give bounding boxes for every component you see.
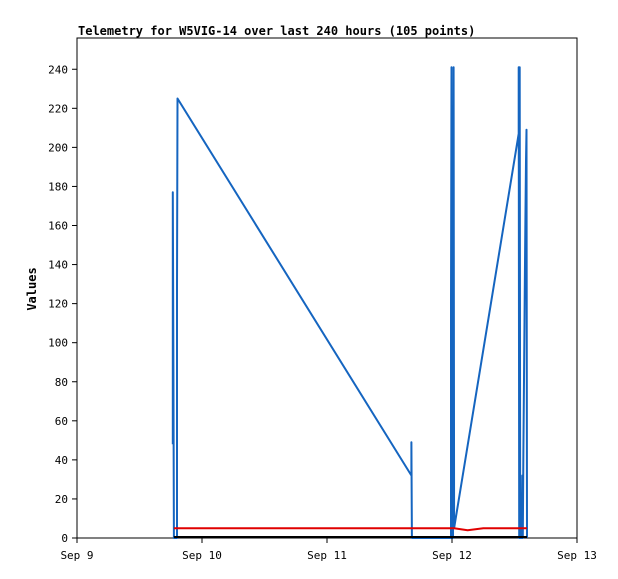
y-tick-label: 180 <box>48 180 68 193</box>
y-tick-label: 100 <box>48 337 68 350</box>
plot-frame <box>76 37 578 539</box>
y-tick-label: 20 <box>55 493 68 506</box>
x-tick-label: Sep 12 <box>432 549 472 562</box>
series-line-1 <box>171 66 528 539</box>
y-tick-label: 40 <box>55 454 68 467</box>
series-line-2 <box>173 527 527 532</box>
y-tick-label: 120 <box>48 298 68 311</box>
plot-area <box>76 37 578 539</box>
y-tick-label: 220 <box>48 102 68 115</box>
y-tick-label: 240 <box>48 63 68 76</box>
y-tick-label: 0 <box>61 532 68 545</box>
y-axis-label: Values <box>25 267 39 310</box>
x-tick-label: Sep 9 <box>60 549 93 562</box>
x-tick-label: Sep 11 <box>307 549 347 562</box>
x-tick-label: Sep 10 <box>182 549 222 562</box>
y-tick-label: 140 <box>48 259 68 272</box>
y-tick-label: 60 <box>55 415 68 428</box>
y-tick-label: 80 <box>55 376 68 389</box>
x-tick-label: Sep 13 <box>557 549 597 562</box>
y-tick-label: 160 <box>48 220 68 233</box>
chart-title: Telemetry for W5VIG-14 over last 240 hou… <box>78 24 475 38</box>
y-axis: 0 20 40 60 80 100 120 140 160 180 200 220 240 <box>48 63 77 545</box>
x-axis: Sep 9 Sep 10 Sep 11 Sep 12 Sep 13 <box>60 538 597 562</box>
y-tick-label: 200 <box>48 141 68 154</box>
